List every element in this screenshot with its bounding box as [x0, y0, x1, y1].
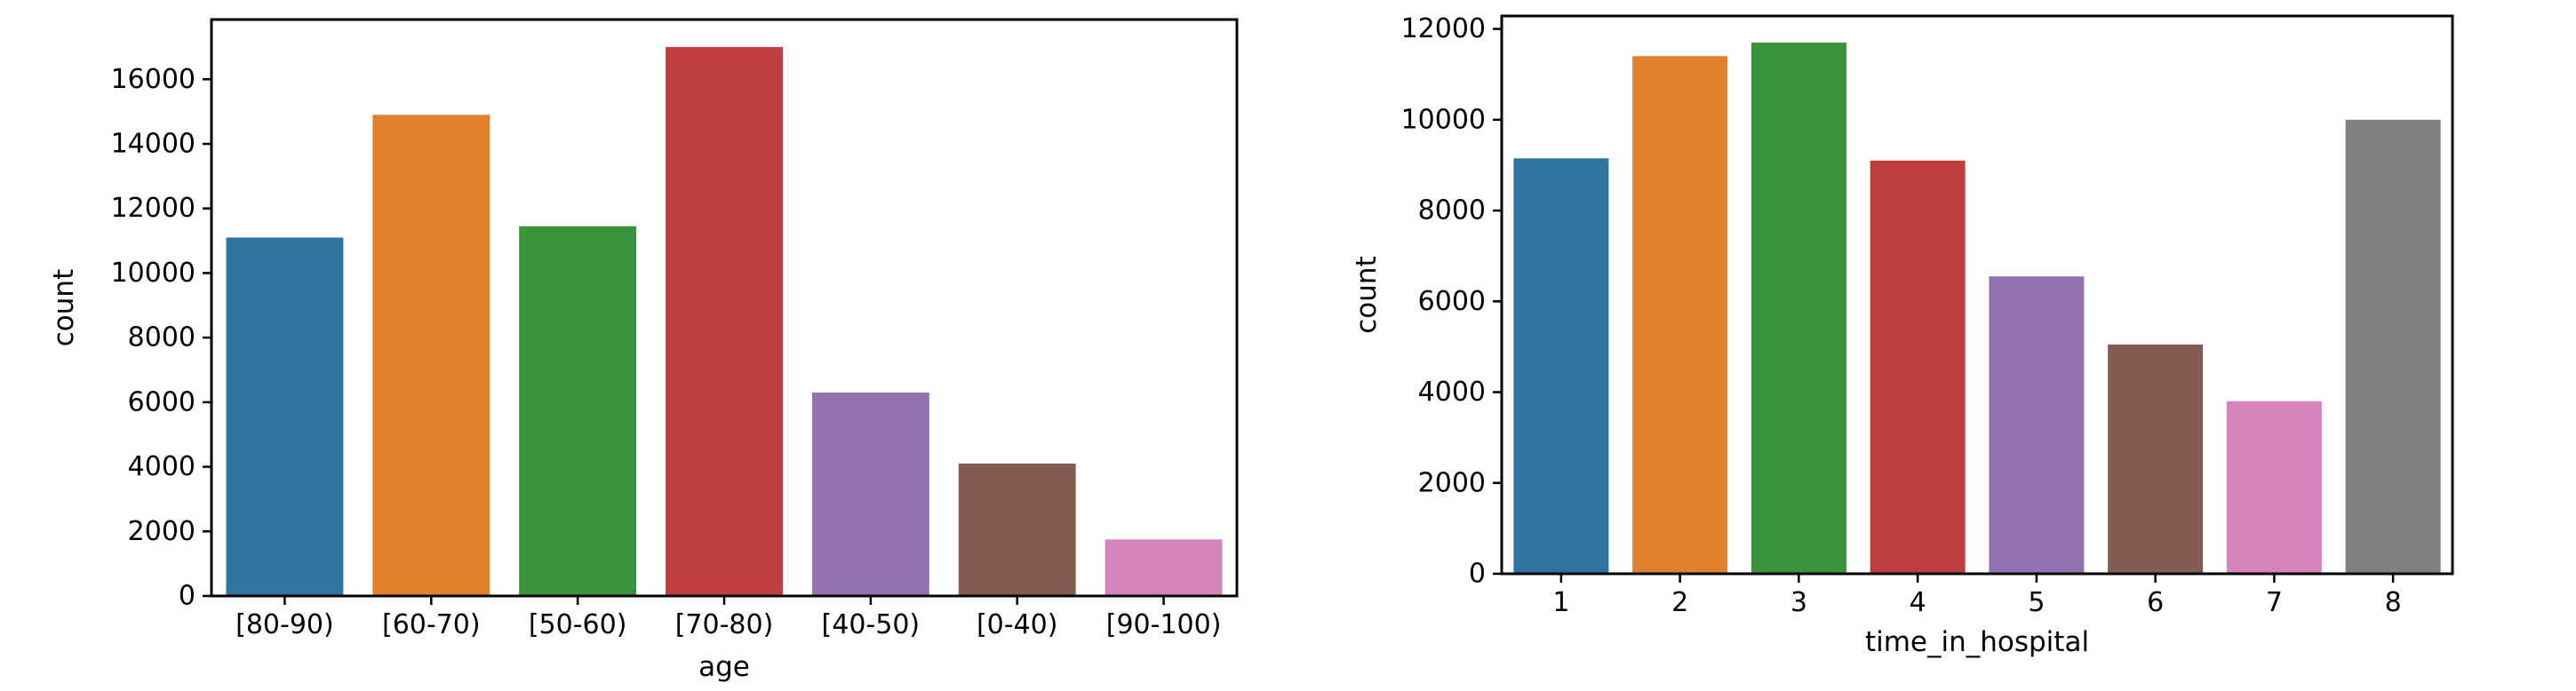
y-tick-label-1-4: 8000 — [128, 322, 195, 353]
y-tick-label-1-6: 12000 — [111, 193, 195, 224]
x-tick-label-2-4: 5 — [2028, 587, 2045, 618]
x-tick-label-1-1: [60-70) — [382, 609, 481, 640]
x-tick-label-2-0: 1 — [1552, 587, 1569, 618]
bar-2-7 — [2226, 401, 2322, 574]
y-tick-label-1-7: 14000 — [111, 128, 195, 159]
y-tick-label-1-0: 0 — [179, 581, 195, 612]
y-tick-label-2-1: 2000 — [1418, 467, 1486, 498]
y-tick-label-2-5: 10000 — [1401, 104, 1486, 135]
y-tick-label-1-1: 2000 — [128, 516, 195, 547]
bar-2-1 — [1513, 158, 1609, 574]
bar-1-3 — [519, 226, 637, 596]
chart-1: 0 2000 4000 6000 8000 10000 12000 14000 16000 [80… — [48, 18, 1239, 683]
y-tick-label-1-3: 6000 — [128, 386, 195, 417]
x-tick-label-2-6: 7 — [2266, 587, 2283, 618]
x-axis-label-1: age — [698, 651, 750, 683]
x-tick-label-2-2: 3 — [1790, 587, 1807, 618]
axes-frame-2 — [1500, 14, 2454, 576]
bar-2-5 — [1989, 276, 2085, 574]
bar-2-6 — [2108, 344, 2204, 574]
bar-2-3 — [1751, 42, 1846, 574]
y-tick-label-2-2: 4000 — [1418, 377, 1486, 408]
bar-1-7 — [1105, 539, 1223, 596]
y-tick-label-1-5: 10000 — [111, 258, 195, 289]
bar-1-2 — [372, 115, 490, 596]
x-tick-label-2-7: 8 — [2385, 587, 2402, 618]
bar-1-6 — [958, 463, 1076, 596]
y-axis-label-2: count — [1351, 256, 1383, 333]
bar-1-1 — [226, 237, 344, 596]
bar-1-4 — [666, 46, 783, 596]
bar-2-2 — [1632, 56, 1728, 575]
x-tick-label-1-0: [80-90) — [235, 609, 334, 640]
y-tick-label-1-2: 4000 — [128, 451, 195, 482]
x-tick-label-2-3: 4 — [1910, 587, 1926, 618]
bar-2-4 — [1870, 160, 1966, 574]
x-tick-label-1-4: [40-50) — [822, 609, 921, 640]
x-tick-label-2-5: 6 — [2147, 587, 2164, 618]
x-tick-label-1-2: [50-60) — [529, 609, 627, 640]
x-axis-label-2: time_in_hospital — [1865, 626, 2089, 658]
bar-2-8 — [2345, 119, 2441, 574]
y-tick-label-2-3: 6000 — [1418, 286, 1486, 317]
bar-1-5 — [811, 392, 929, 596]
x-tick-label-1-5: [0-40) — [977, 609, 1058, 640]
x-tick-label-1-3: [70-80) — [675, 609, 774, 640]
x-tick-label-2-1: 2 — [1671, 587, 1688, 618]
y-tick-label-1-8: 16000 — [111, 64, 195, 95]
y-tick-label-2-4: 8000 — [1418, 195, 1486, 226]
y-tick-label-2-0: 0 — [1469, 559, 1486, 590]
x-tick-label-1-6: [90-100) — [1106, 609, 1222, 640]
y-axis-label-1: count — [48, 269, 80, 346]
chart-2: 0 2000 4000 6000 8000 10000 12000 1 2 3 4 5 6 7 8 time_… — [1351, 13, 2454, 658]
y-tick-label-2-6: 12000 — [1401, 13, 1486, 44]
